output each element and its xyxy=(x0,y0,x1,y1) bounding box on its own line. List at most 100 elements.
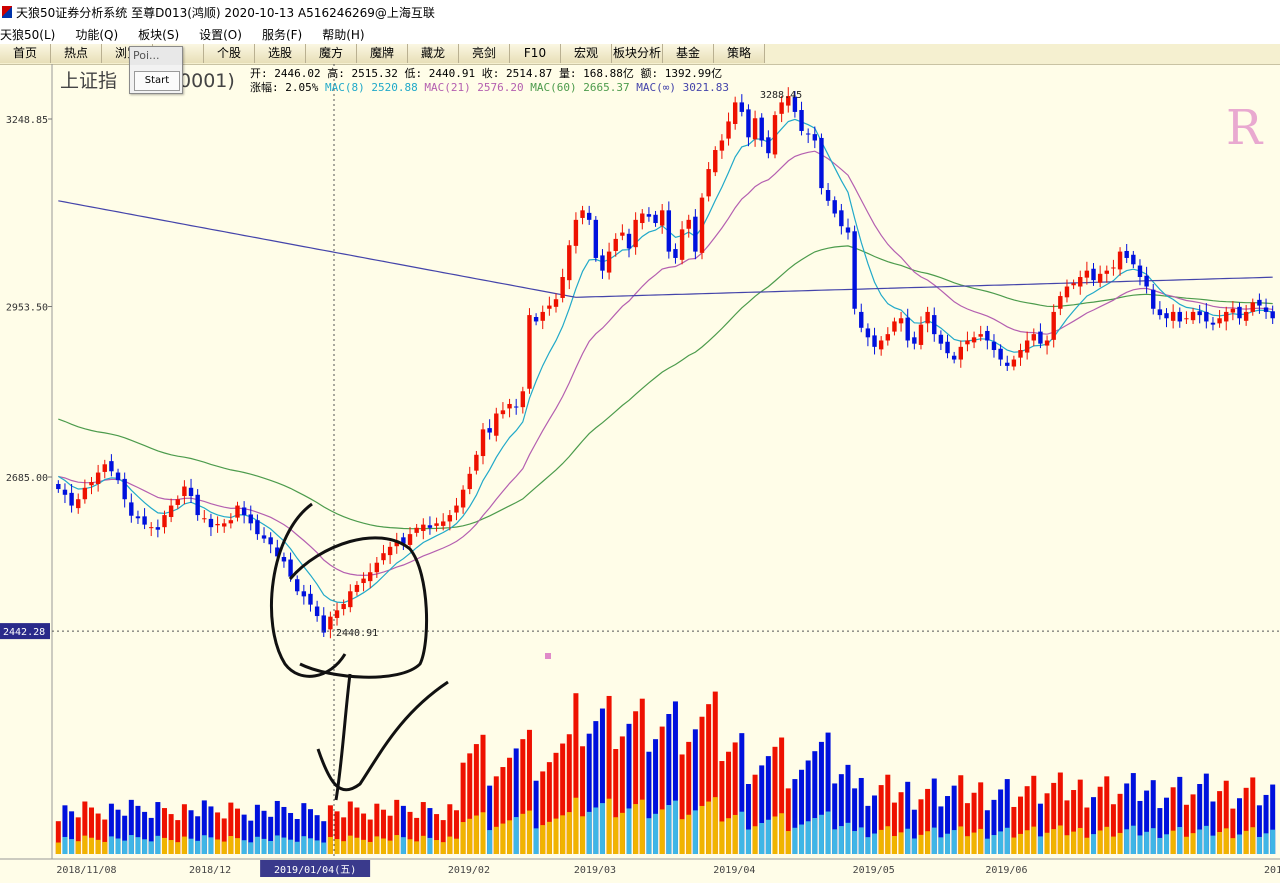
menu-item-5[interactable]: 帮助(H) xyxy=(322,27,365,42)
menu-item-1[interactable]: 功能(Q) xyxy=(75,27,119,42)
volume-bar-base xyxy=(440,842,446,854)
candle-body xyxy=(633,219,638,248)
volume-bar-base xyxy=(686,814,692,854)
tab-14[interactable]: 策略 xyxy=(714,44,765,63)
marker-dot xyxy=(545,653,551,659)
volume-bar xyxy=(274,800,280,854)
mainf-line xyxy=(58,200,1273,298)
volume-bar-base xyxy=(1024,830,1030,854)
volume-bar xyxy=(387,815,393,854)
tab-5[interactable]: 选股 xyxy=(255,44,306,63)
tab-7[interactable]: 魔牌 xyxy=(357,44,408,63)
volume-bar-base xyxy=(1263,833,1269,854)
popup-window[interactable]: Poi... Start xyxy=(129,46,183,94)
volume-bar-base xyxy=(739,811,745,854)
tab-0[interactable]: 首页 xyxy=(0,44,51,63)
volume-bar-base xyxy=(606,798,612,854)
kline-chart[interactable]: 3248.85 2953.50 2685.00 3288.45 2440.91 2442.… xyxy=(0,64,1280,883)
volume-bar-base xyxy=(526,810,532,854)
volume-bar xyxy=(281,806,287,854)
candle-body xyxy=(129,502,134,516)
ma21-label: MAC(21) 2576.20 xyxy=(424,81,524,94)
candle-body xyxy=(586,212,592,220)
candle-body xyxy=(626,233,632,249)
tab-11[interactable]: 宏观 xyxy=(561,44,612,63)
change-value: 涨幅: 2.05% xyxy=(250,81,319,94)
volume-bar xyxy=(586,733,592,854)
tab-10[interactable]: F10 xyxy=(510,44,561,63)
candle-body xyxy=(487,428,492,433)
volume-bar xyxy=(666,714,672,854)
volume-bar-base xyxy=(1137,835,1143,854)
candle-body xyxy=(812,134,818,141)
tab-13[interactable]: 基金 xyxy=(663,44,714,63)
volume-bar xyxy=(838,774,844,854)
volume-bar xyxy=(659,726,665,854)
candle-body xyxy=(348,591,353,608)
volume-bar xyxy=(513,748,519,854)
volume-bar xyxy=(148,817,154,854)
volume-bar xyxy=(593,721,599,854)
candle-body xyxy=(467,473,472,490)
volume-bar-base xyxy=(447,836,453,854)
tab-8[interactable]: 藏龙 xyxy=(408,44,459,63)
candle-body xyxy=(779,102,784,114)
candle-body xyxy=(932,315,937,335)
candle-body xyxy=(646,214,652,217)
tab-6[interactable]: 魔方 xyxy=(306,44,357,63)
volume-bar xyxy=(1230,808,1236,854)
tab-12[interactable]: 板块分析 xyxy=(612,44,663,63)
menu-item-4[interactable]: 服务(F) xyxy=(261,27,303,42)
volume-bar-base xyxy=(221,841,227,854)
volume-bar-base xyxy=(659,809,665,854)
tab-9[interactable]: 亮剑 xyxy=(459,44,510,63)
menu-bar: 天狼50(L) 功能(Q) 板块(S) 设置(O) 服务(F) 帮助(H) xyxy=(0,24,1280,44)
candle-body xyxy=(142,516,147,525)
tab-1[interactable]: 热点 xyxy=(51,44,102,63)
volume-bar-base xyxy=(122,840,128,854)
x-axis-label-1: 2018/12 xyxy=(189,865,231,876)
candle-body xyxy=(440,521,446,526)
volume-bar xyxy=(540,771,546,854)
candle-body xyxy=(208,518,214,528)
x-axis-label-4: 2019/03 xyxy=(574,865,616,876)
volume-bar-base xyxy=(480,812,486,854)
volume-bar-base xyxy=(62,836,68,854)
candle-body xyxy=(819,137,824,189)
y-tick-label-0: 3248.85 xyxy=(6,115,48,126)
candle-body xyxy=(421,524,426,531)
menu-item-2[interactable]: 板块(S) xyxy=(138,27,180,42)
candle-body xyxy=(759,117,764,141)
volume-bar-base xyxy=(1150,828,1156,854)
candle-body xyxy=(573,219,579,246)
volume-bar-base xyxy=(560,815,566,854)
volume-bar xyxy=(1024,786,1030,854)
volume-bar xyxy=(1197,784,1203,854)
menu-item-3[interactable]: 设置(O) xyxy=(199,27,242,42)
candle-body xyxy=(95,472,101,484)
volume-bar-base xyxy=(135,837,141,854)
candle-body xyxy=(328,616,333,630)
candle-body xyxy=(951,355,957,360)
volume-bar-base xyxy=(553,818,559,854)
candle-body xyxy=(978,334,983,337)
low-annotation: 2440.91 xyxy=(336,628,378,639)
candle-body xyxy=(255,520,260,535)
close-value: 收: 2514.87 xyxy=(481,67,553,80)
start-button[interactable]: Start xyxy=(134,71,180,91)
menu-item-0[interactable]: 天狼50(L) xyxy=(0,27,56,42)
candle-body xyxy=(766,137,771,154)
volume-bar xyxy=(75,817,81,854)
candle-body xyxy=(1243,311,1249,321)
volume-bar-base xyxy=(858,827,864,854)
tab-4[interactable]: 个股 xyxy=(204,44,255,63)
volume-bar xyxy=(294,819,300,854)
candle-body xyxy=(925,311,930,324)
candle-body xyxy=(1084,270,1090,278)
candle-body xyxy=(593,219,599,258)
x-axis-label-2: 2019/01/04(五) xyxy=(274,865,356,876)
volume-bar xyxy=(1137,800,1143,854)
candle-body xyxy=(945,341,950,354)
volume-bar xyxy=(858,777,864,854)
candle-body xyxy=(222,523,227,527)
